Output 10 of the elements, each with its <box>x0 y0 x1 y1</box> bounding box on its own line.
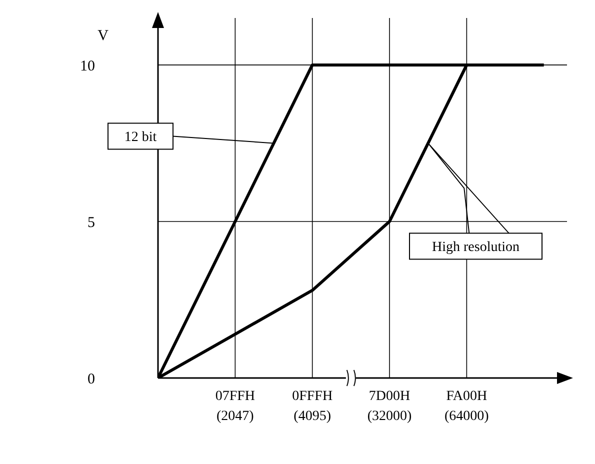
y-tick-label: 10 <box>80 58 95 74</box>
y-tick-label: 5 <box>88 214 95 231</box>
y-tick-label: 0 <box>88 371 95 388</box>
x-tick-label: 07FFH (2047) <box>215 389 256 424</box>
x-tick-label: 0FFFH (4095) <box>292 389 333 424</box>
callout: High resolution <box>409 142 542 260</box>
y-axis-title: V <box>98 28 109 44</box>
x-tick-label: 7D00H (32000) <box>367 389 412 424</box>
callout: 12 bit <box>108 122 274 150</box>
x-tick-label: FA00H (64000) <box>444 389 490 424</box>
